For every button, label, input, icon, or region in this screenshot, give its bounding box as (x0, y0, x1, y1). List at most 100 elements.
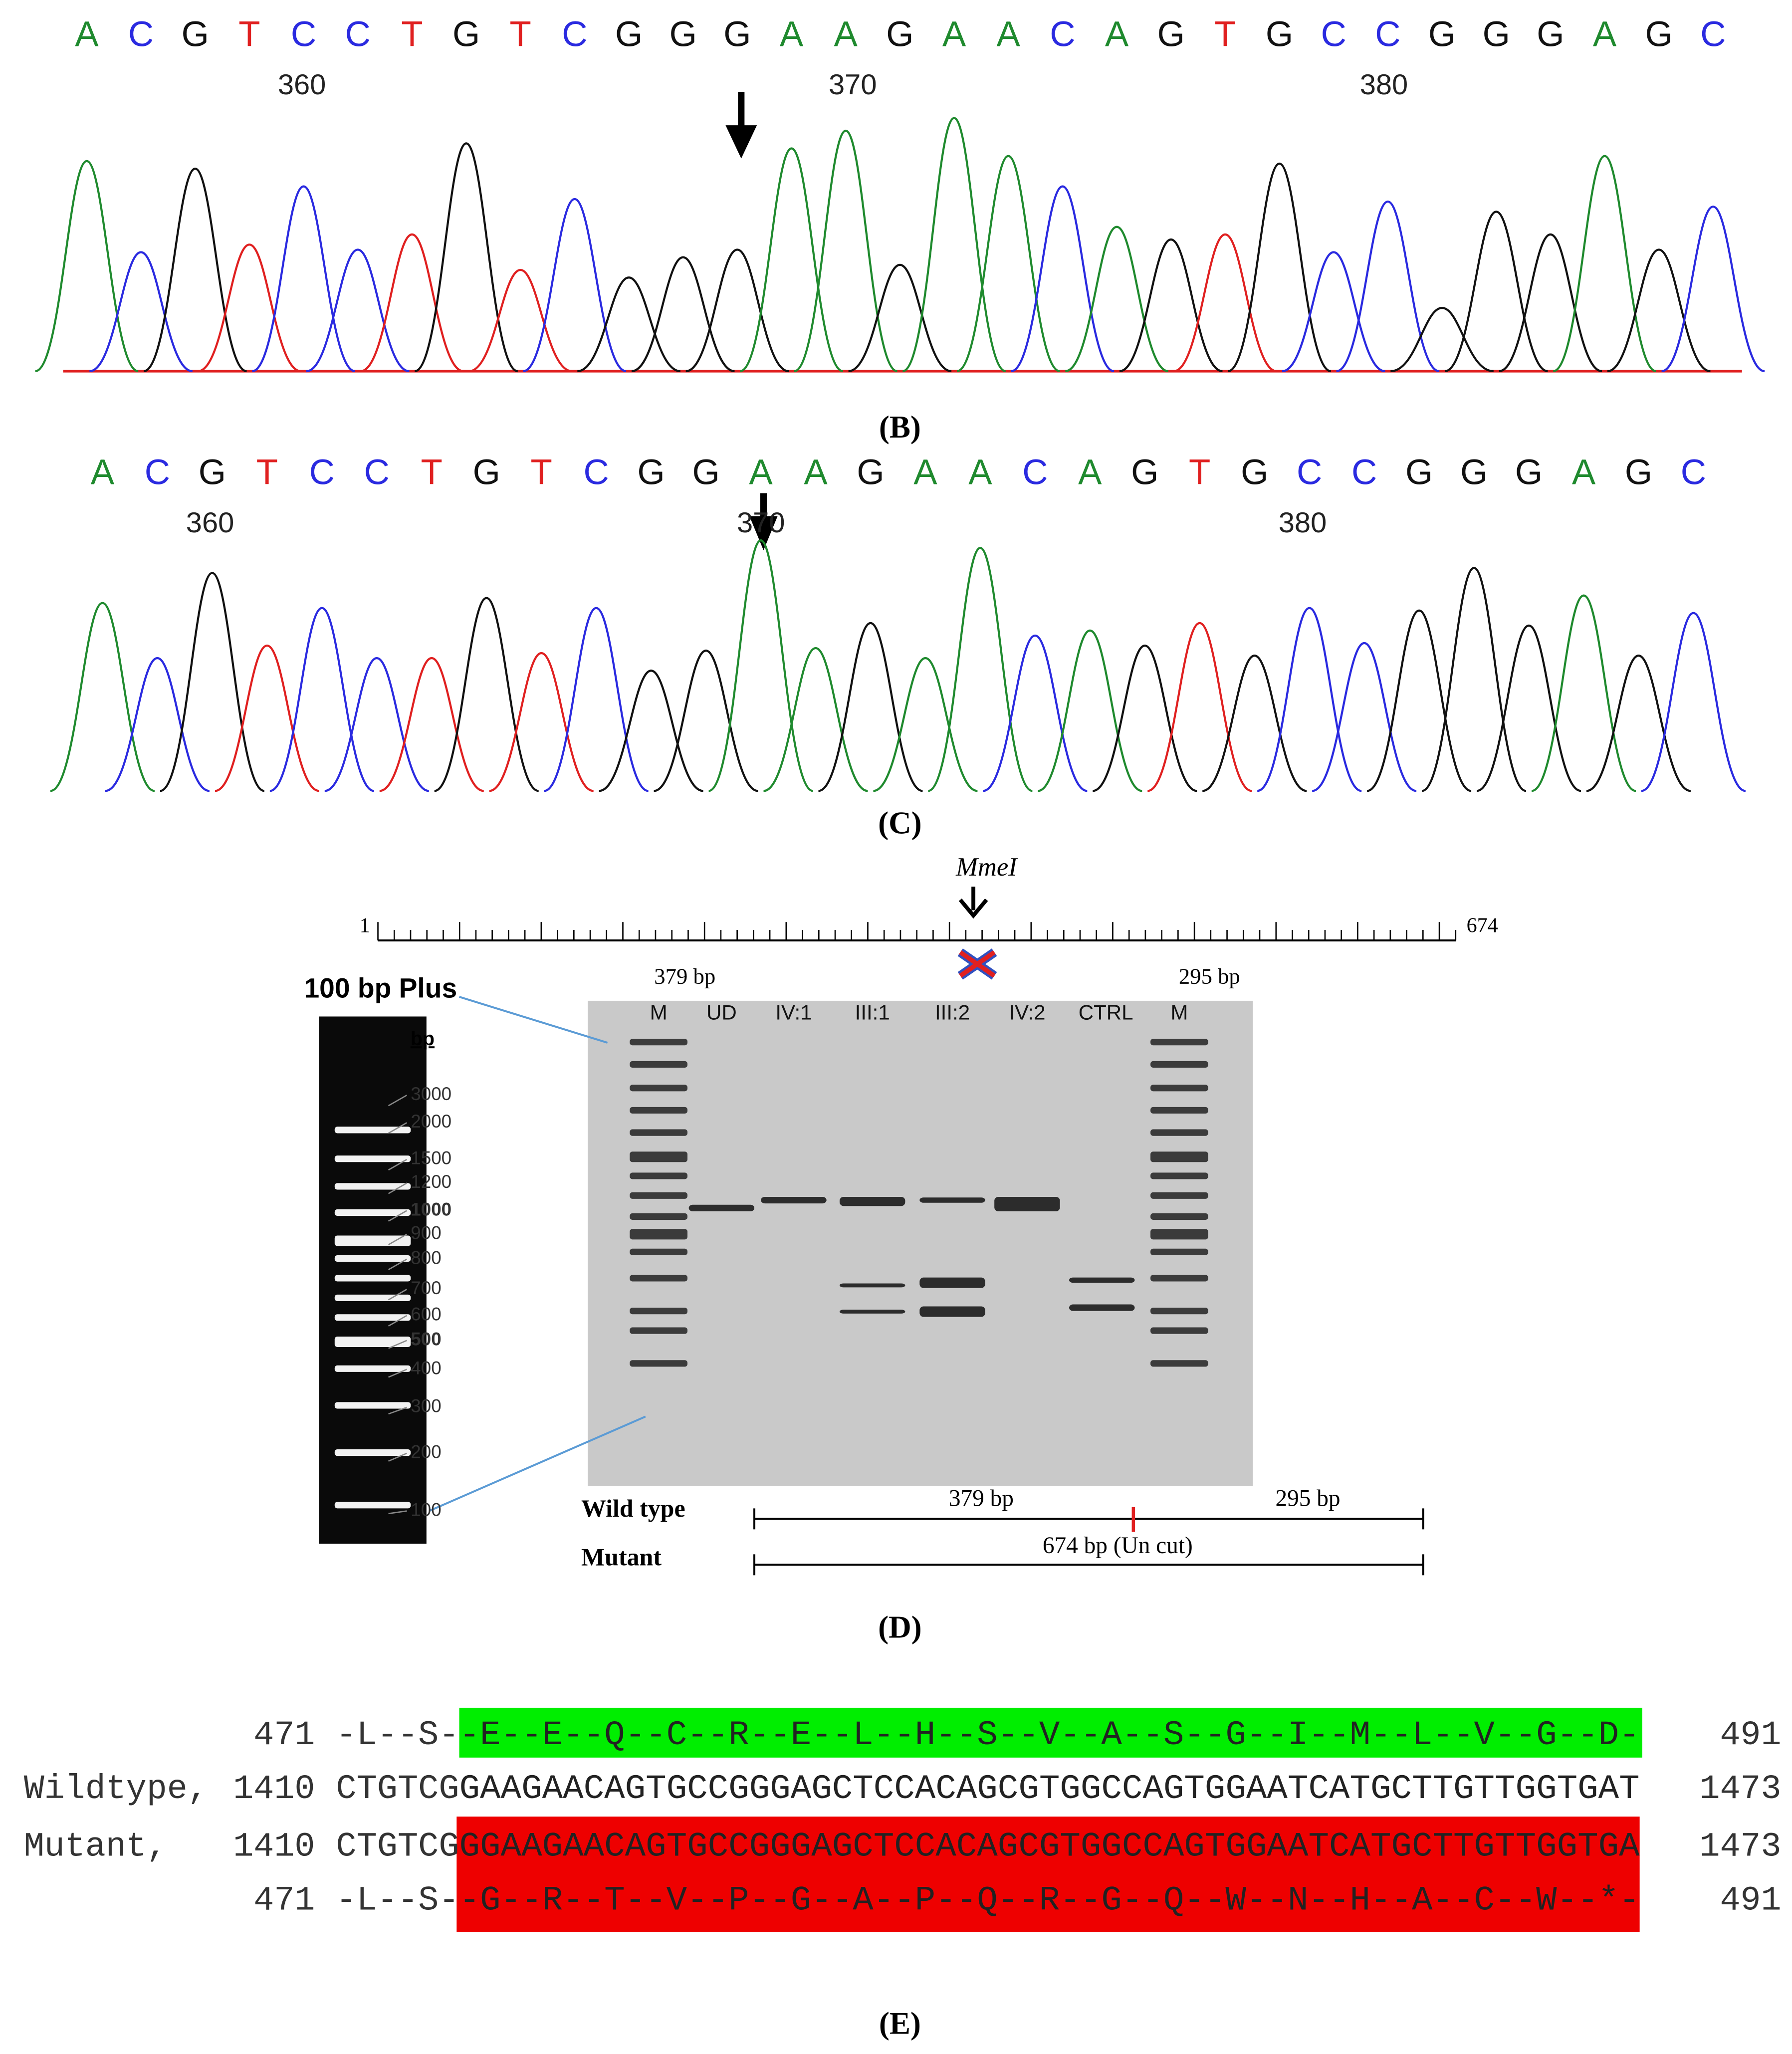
peak (1586, 655, 1691, 792)
base-call: C (1700, 14, 1726, 54)
base-call: C (1321, 14, 1346, 54)
ladder-leader (388, 1258, 408, 1271)
base-call: A (1593, 14, 1617, 54)
peak (89, 251, 193, 373)
peak (1366, 609, 1472, 792)
gel-band (839, 1283, 905, 1288)
peak (1661, 206, 1765, 373)
peak (1119, 238, 1223, 373)
fragment-label: 295 bp (1179, 963, 1240, 988)
lane-label: M (1170, 1000, 1188, 1024)
peak (306, 248, 410, 373)
peak (902, 117, 1006, 373)
ladder-leader (388, 1122, 408, 1134)
base-call: C (345, 14, 371, 54)
base-call: T (1214, 14, 1236, 54)
base-call: A (75, 14, 99, 54)
gel-band (1150, 1360, 1208, 1367)
ladder-title: 100 bp Plus (304, 972, 457, 1003)
sequence-highlight: GAAGAACAGTGCCGGGAGCTCCACAGCGTGGCCAGTGGAA… (459, 1770, 1640, 1809)
ladder-leader (388, 1158, 408, 1171)
highlight-mutant (456, 1817, 1640, 1932)
row-end: 491 (1720, 1881, 1782, 1920)
base-call: G (1625, 453, 1652, 492)
gel-band (1069, 1304, 1135, 1311)
peak (324, 657, 430, 792)
panel-label: (E) (879, 2006, 921, 2041)
base-call: C (1375, 14, 1400, 54)
peak (1011, 185, 1115, 373)
ladder-band (334, 1402, 411, 1409)
peak (1257, 607, 1362, 792)
base-call: G (1266, 14, 1293, 54)
gel-band (630, 1192, 687, 1199)
peak (360, 233, 464, 373)
gel-band (630, 1327, 687, 1334)
base-call: A (1078, 453, 1102, 492)
peak (1037, 629, 1142, 792)
base-call: C (145, 453, 170, 492)
gel-band (630, 1360, 687, 1367)
base-call: T (530, 453, 552, 492)
base-call: A (1105, 14, 1129, 54)
gel-band (1150, 1129, 1208, 1136)
ladder-leader (388, 1510, 407, 1515)
peak (1444, 211, 1548, 373)
peak (1065, 226, 1169, 373)
base-call: C (584, 453, 609, 492)
base-call: A (968, 453, 992, 492)
ladder-size: 1500 (411, 1148, 451, 1168)
peak (1202, 655, 1307, 792)
base-call: C (562, 14, 587, 54)
base-call: G (692, 453, 719, 492)
lane-label: IV:1 (775, 1000, 812, 1024)
peak (269, 607, 375, 792)
cut-mark (959, 950, 996, 978)
peak (685, 248, 789, 373)
base-call: G (1131, 453, 1158, 492)
fragment-label: 379 bp (949, 1485, 1014, 1511)
base-call: C (1297, 453, 1322, 492)
base-call: G (857, 453, 884, 492)
gel-band (839, 1196, 905, 1206)
position-label: 360 (278, 69, 326, 101)
base-call: G (615, 14, 643, 54)
base-call: C (1351, 453, 1377, 492)
gel-band (630, 1172, 687, 1179)
lane-label: CTRL (1079, 1000, 1133, 1024)
peak (414, 142, 518, 373)
connector (429, 1415, 646, 1512)
position-label: 360 (186, 507, 234, 539)
gel-band (919, 1197, 985, 1203)
peak (1336, 200, 1440, 373)
ladder-size: 1200 (411, 1171, 451, 1192)
row-end: 1473 (1700, 1770, 1782, 1809)
ladder-leader (388, 1406, 407, 1415)
peak (1553, 155, 1657, 373)
ladder-band (334, 1275, 411, 1282)
lane-label: IV:2 (1009, 1000, 1045, 1024)
ladder-band (334, 1502, 411, 1509)
peak (599, 670, 703, 792)
ladder-size: 200 (411, 1442, 441, 1462)
peak (577, 276, 681, 373)
row-name: Wildtype, (24, 1770, 208, 1809)
base-call: G (1460, 453, 1488, 492)
ladder-size: 2000 (411, 1111, 451, 1132)
peak (105, 657, 210, 792)
peak (160, 572, 265, 792)
base-call: G (452, 14, 480, 54)
fragment-label: 674 bp (Un cut) (1043, 1533, 1193, 1559)
base-call: G (1428, 14, 1456, 54)
peak (1607, 248, 1711, 373)
peak (215, 644, 320, 792)
base-call: G (1645, 14, 1673, 54)
position-label: 380 (1360, 69, 1408, 101)
peak (468, 268, 572, 373)
gel-band (994, 1196, 1060, 1211)
gel-band (630, 1085, 687, 1092)
peak (1476, 624, 1581, 792)
sequence-prefix: CTGTCG (336, 1827, 459, 1866)
ladder-leader (388, 1452, 407, 1462)
